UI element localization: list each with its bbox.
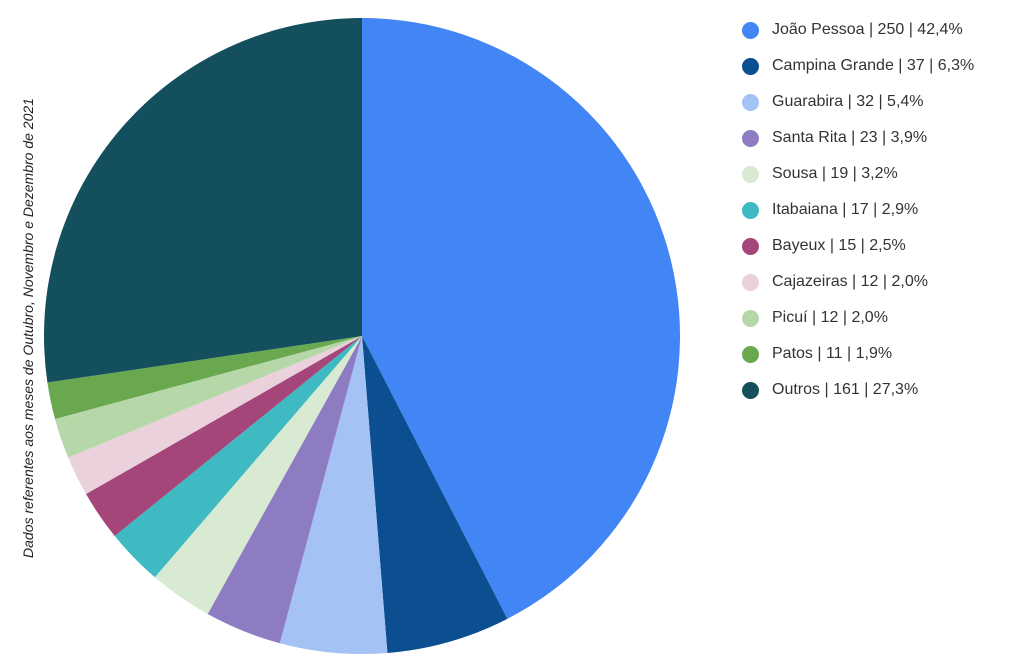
legend-swatch: [742, 129, 759, 147]
pie-slice-itabaiana: [114, 336, 363, 578]
legend-label: Outros | 161 | 27,3%: [772, 381, 919, 398]
legend-item: Bayeux | 15 | 2,5%: [742, 228, 974, 264]
legend-label: João Pessoa | 250 | 42,4%: [772, 21, 963, 38]
legend-swatch: [742, 381, 759, 399]
pie-slice-campina-grande: [362, 336, 508, 653]
legend-item: Campina Grande | 37 | 6,3%: [742, 48, 974, 84]
legend-label: Campina Grande | 37 | 6,3%: [772, 57, 975, 74]
legend-swatch: [742, 93, 759, 111]
legend-label: Santa Rita | 23 | 3,9%: [772, 129, 928, 146]
legend-label: Picuí | 12 | 2,0%: [772, 309, 888, 326]
legend-item: Cajazeiras | 12 | 2,0%: [742, 264, 974, 300]
pie-slice-outros: [43, 18, 363, 383]
pie-slice-guarabira: [279, 336, 388, 654]
legend-item: Picuí | 12 | 2,0%: [742, 300, 974, 336]
legend-item: Outros | 161 | 27,3%: [742, 372, 974, 408]
legend-item: Itabaiana | 17 | 2,9%: [742, 192, 974, 228]
legend-swatch: [742, 201, 759, 219]
legend-swatch: [742, 273, 759, 291]
pie-slice-picui: [55, 336, 363, 458]
legend-swatch: [742, 165, 759, 183]
legend-swatch: [742, 345, 759, 363]
legend-label: Patos | 11 | 1,9%: [772, 345, 893, 362]
pie-slice-bayeux: [86, 336, 362, 536]
legend-item: João Pessoa | 250 | 42,4%: [742, 12, 974, 48]
pie-slice-joao-pessoa: [362, 17, 681, 619]
pie-slice-patos: [47, 336, 362, 419]
legend-label: Itabaiana | 17 | 2,9%: [772, 201, 919, 218]
pie-slice-sousa: [154, 336, 362, 615]
legend-swatch: [742, 237, 759, 255]
legend-label: Sousa | 19 | 3,2%: [772, 165, 898, 182]
legend-item: Santa Rita | 23 | 3,9%: [742, 120, 974, 156]
legend-item: Patos | 11 | 1,9%: [742, 336, 974, 372]
legend-label: Guarabira | 32 | 5,4%: [772, 93, 924, 110]
legend: João Pessoa | 250 | 42,4% Campina Grande …: [742, 12, 974, 408]
pie-slice-santa-rita: [207, 336, 362, 644]
legend-swatch: [742, 21, 759, 39]
pie-slice-cajazeiras: [68, 336, 362, 495]
legend-label: Bayeux | 15 | 2,5%: [772, 237, 906, 254]
legend-item: Guarabira | 32 | 5,4%: [742, 84, 974, 120]
legend-item: Sousa | 19 | 3,2%: [742, 156, 974, 192]
legend-swatch: [742, 309, 759, 327]
legend-swatch: [742, 57, 759, 75]
legend-label: Cajazeiras | 12 | 2,0%: [772, 273, 928, 290]
